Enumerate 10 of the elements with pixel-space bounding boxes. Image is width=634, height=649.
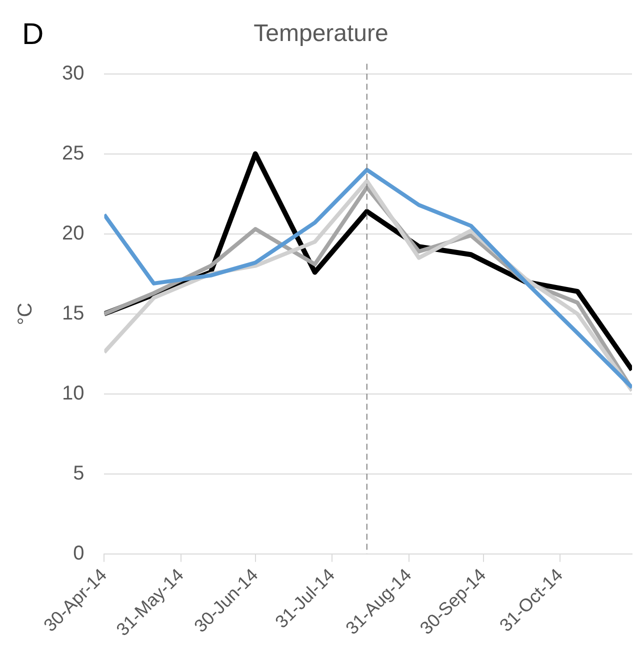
y-axis-title: °C: [14, 302, 37, 326]
y-tick-label: 5: [73, 462, 84, 484]
y-tick-label: 10: [62, 382, 84, 404]
y-tick-label: 20: [62, 222, 84, 244]
text: D: [22, 18, 44, 52]
chart-title: Temperature: [254, 20, 388, 48]
y-tick-label: 15: [62, 302, 84, 324]
y-tick-label: 0: [73, 542, 84, 564]
y-tick-label: 30: [62, 62, 84, 84]
y-tick-label: 25: [62, 142, 84, 164]
